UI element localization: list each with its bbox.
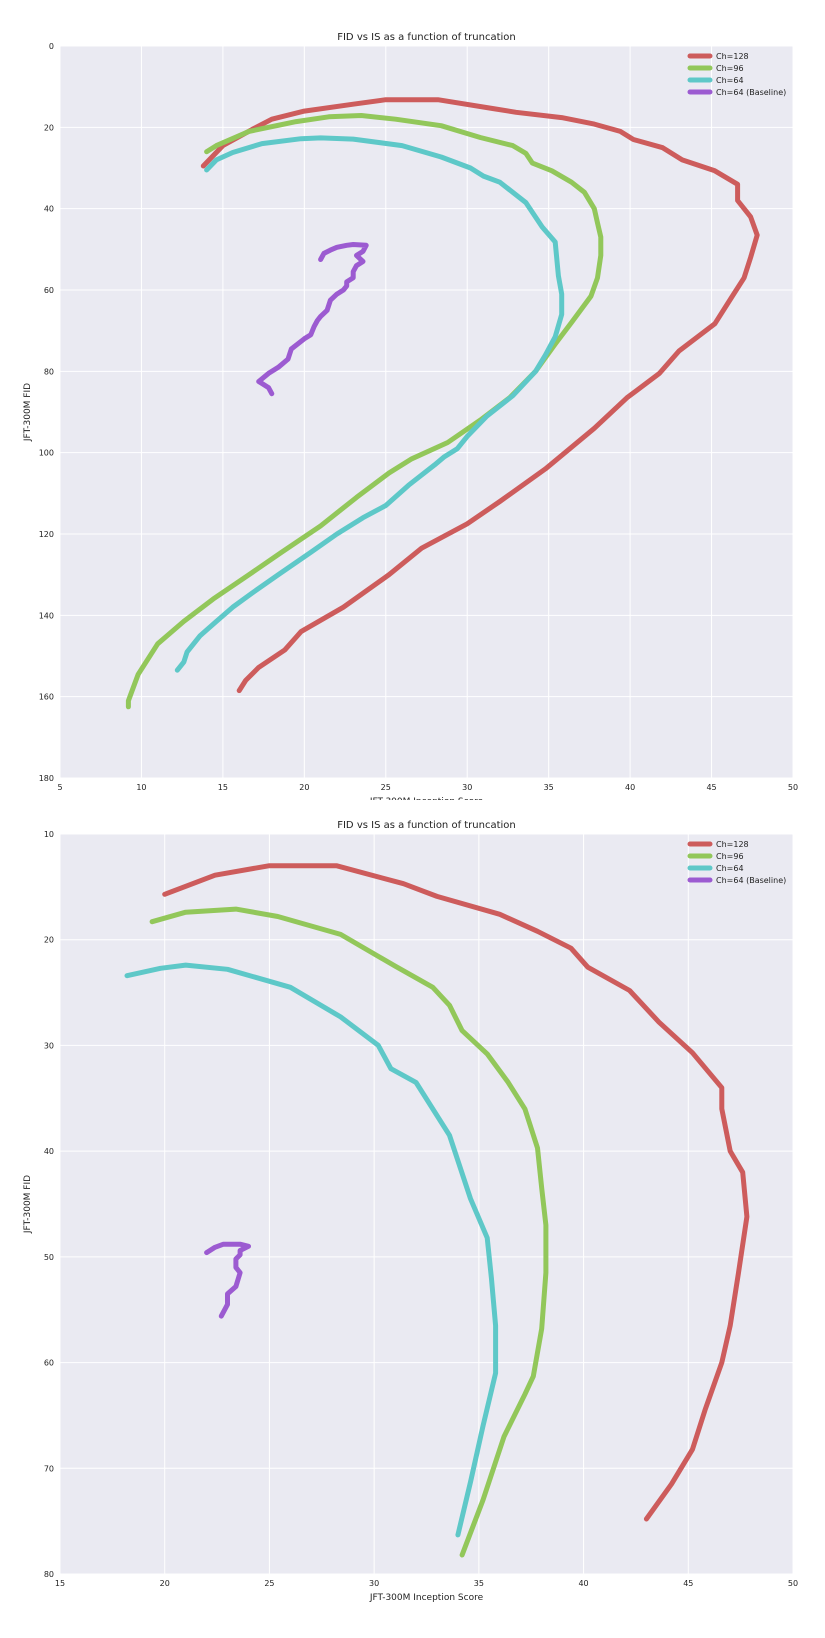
legend-entry: Ch=96 bbox=[716, 64, 744, 73]
y-tick-label: 60 bbox=[44, 1359, 54, 1368]
x-tick-label: 15 bbox=[218, 783, 228, 792]
x-tick-label: 25 bbox=[264, 1579, 274, 1588]
x-tick-label: 40 bbox=[625, 783, 635, 792]
y-tick-label: 140 bbox=[39, 611, 54, 620]
x-tick-label: 25 bbox=[381, 783, 391, 792]
y-tick-label: 100 bbox=[39, 449, 54, 458]
x-tick-label: 30 bbox=[462, 783, 472, 792]
y-tick-label: 10 bbox=[44, 830, 54, 839]
x-tick-label: 20 bbox=[160, 1579, 170, 1588]
chart-title: FID vs IS as a function of truncation bbox=[337, 820, 516, 831]
y-tick-label: 60 bbox=[44, 286, 54, 295]
series-line-ch-96 bbox=[149, 906, 549, 1558]
y-tick-label: 20 bbox=[44, 123, 54, 132]
y-tick-label: 120 bbox=[39, 530, 54, 539]
x-tick-label: 35 bbox=[474, 1579, 484, 1588]
series-line-ch-128 bbox=[200, 97, 760, 694]
series-line-ch-64-baseline bbox=[204, 1241, 251, 1319]
x-tick-label: 20 bbox=[299, 783, 309, 792]
y-tick-label: 80 bbox=[44, 367, 54, 376]
legend-entry: Ch=64 bbox=[716, 76, 744, 85]
series-line-ch-64 bbox=[174, 135, 565, 673]
y-tick-label: 20 bbox=[44, 936, 54, 945]
chart-title: FID vs IS as a function of truncation bbox=[337, 32, 516, 43]
y-tick-label: 40 bbox=[44, 1147, 54, 1156]
legend-entry: Ch=128 bbox=[716, 52, 749, 61]
fid-vs-is-chart-zoomed: 15 20 25 30 35 40 45 50 10 20 30 40 50 60 70 80 FID vs I… bbox=[23, 820, 798, 1603]
legend-entry: Ch=96 bbox=[716, 852, 744, 861]
x-axis-label: JFT-300M Inception Score bbox=[369, 1593, 484, 1603]
x-tick-label: 35 bbox=[544, 783, 554, 792]
x-tick-label: 30 bbox=[369, 1579, 379, 1588]
y-tick-label: 180 bbox=[39, 774, 54, 783]
y-axis-label: JFT-300M FID bbox=[23, 383, 33, 442]
y-axis-label: JFT-300M FID bbox=[23, 1175, 33, 1234]
x-tick-label: 45 bbox=[706, 783, 716, 792]
x-tick-label: 50 bbox=[788, 1579, 798, 1588]
series-line-ch-96 bbox=[125, 113, 604, 710]
x-tick-label: 10 bbox=[136, 783, 146, 792]
y-tick-label: 40 bbox=[44, 205, 54, 214]
x-tick-label: 5 bbox=[57, 783, 62, 792]
y-tick-label: 30 bbox=[44, 1041, 54, 1050]
legend-entry: Ch=64 (Baseline) bbox=[716, 88, 786, 97]
series-line-ch-64 bbox=[124, 962, 499, 1538]
series-line-ch-64-baseline bbox=[256, 242, 369, 397]
series-line-ch-128 bbox=[162, 863, 750, 1522]
x-tick-label: 45 bbox=[683, 1579, 693, 1588]
y-tick-label: 70 bbox=[44, 1464, 54, 1473]
fid-vs-is-chart-full: 5 10 15 20 25 30 35 40 45 50 0 20 40 60 80 100 120 140 160… bbox=[23, 32, 798, 800]
legend-entry: Ch=64 bbox=[716, 864, 744, 873]
y-tick-label: 80 bbox=[44, 1570, 54, 1579]
plot-area bbox=[60, 46, 793, 778]
legend-entry: Ch=128 bbox=[716, 840, 749, 849]
x-tick-label: 50 bbox=[788, 783, 798, 792]
x-tick-label: 40 bbox=[578, 1579, 588, 1588]
x-tick-label: 15 bbox=[55, 1579, 65, 1588]
y-tick-label: 50 bbox=[44, 1253, 54, 1262]
y-tick-label: 0 bbox=[49, 42, 54, 51]
plot-area bbox=[60, 834, 793, 1574]
y-tick-label: 160 bbox=[39, 693, 54, 702]
legend-entry: Ch=64 (Baseline) bbox=[716, 876, 786, 885]
x-axis-label: JFT-300M Inception Score bbox=[369, 797, 484, 800]
